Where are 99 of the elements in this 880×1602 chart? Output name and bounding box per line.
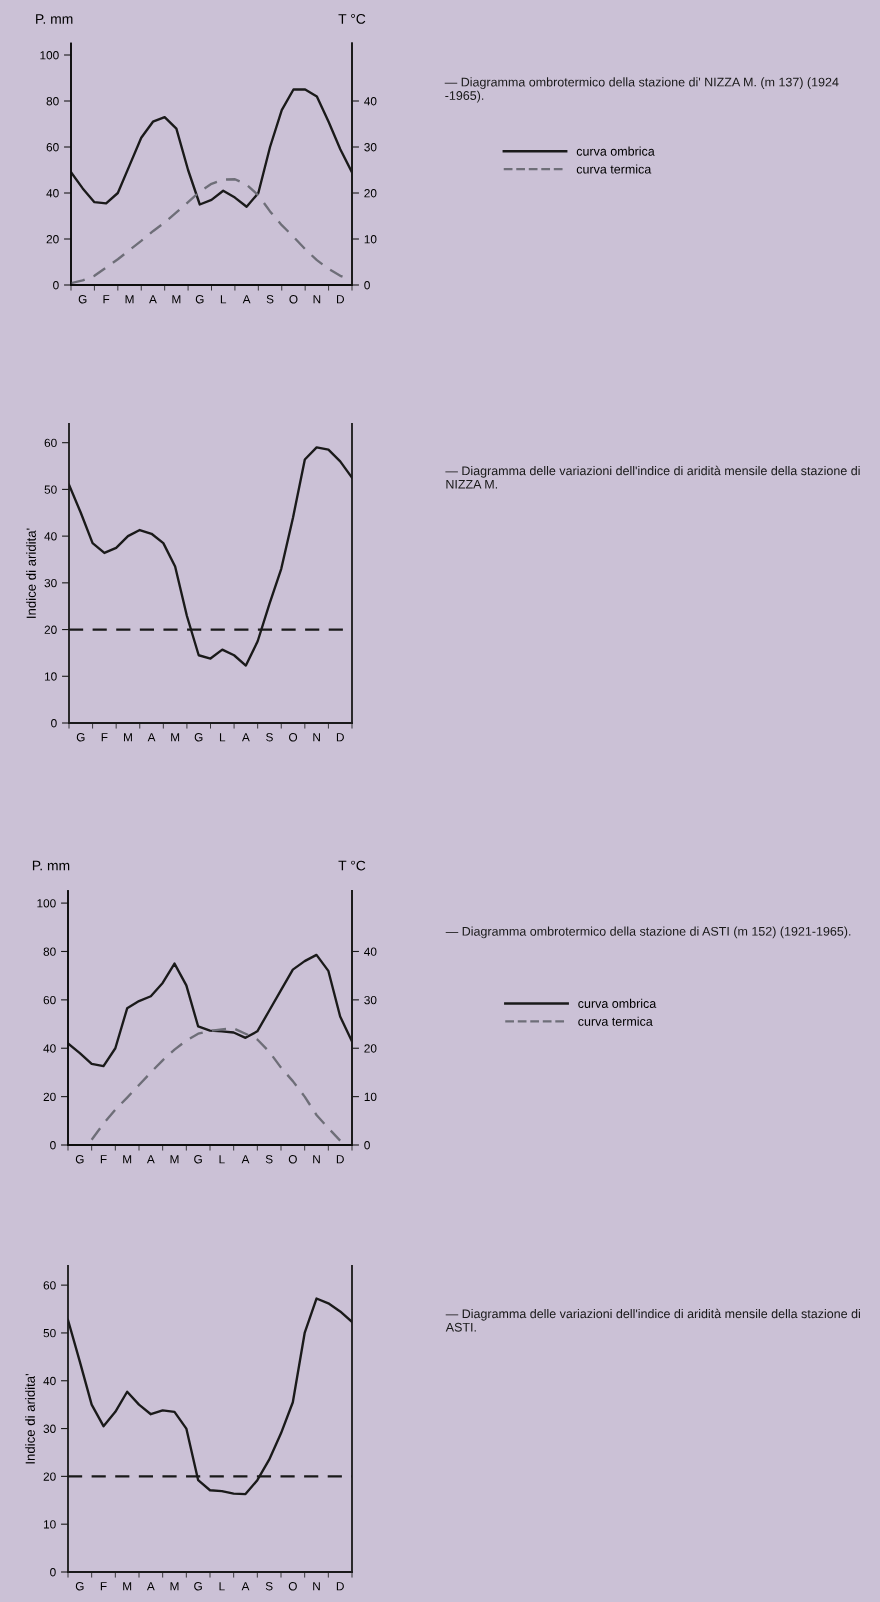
legend-label: curva ombrica bbox=[578, 998, 657, 1008]
x-tick-label: L bbox=[219, 1155, 225, 1164]
y-tick-label: 20 bbox=[44, 625, 57, 634]
x-tick-label: S bbox=[265, 1582, 273, 1591]
x-tick-label: N bbox=[313, 1155, 320, 1164]
x-tick-label: F bbox=[100, 1582, 107, 1591]
legend-label: curva termica bbox=[576, 164, 652, 174]
y-tick-label: 60 bbox=[46, 143, 59, 152]
x-tick-label: A bbox=[149, 295, 157, 304]
y-tick-label: 60 bbox=[43, 995, 56, 1005]
y2-axis-title: T °C bbox=[338, 14, 366, 24]
y2-tick-label: 40 bbox=[364, 947, 377, 956]
x-tick-label: L bbox=[219, 733, 226, 742]
x-tick-label: A bbox=[147, 733, 156, 742]
legend-label: curva termica bbox=[578, 1016, 653, 1026]
y-tick-label: 0 bbox=[50, 1568, 56, 1577]
x-tick-label: S bbox=[266, 295, 274, 304]
x-tick-label: A bbox=[241, 733, 250, 742]
x-tick-label: A bbox=[241, 1582, 250, 1591]
x-tick-label: M bbox=[124, 733, 132, 742]
x-tick-label: F bbox=[101, 733, 108, 742]
y-tick-label: 10 bbox=[43, 1520, 56, 1529]
y-tick-label: 0 bbox=[53, 281, 59, 290]
y-axis-title: P. mm bbox=[32, 860, 70, 871]
y2-axis-title: T °C bbox=[338, 860, 366, 871]
x-tick-label: N bbox=[313, 733, 320, 742]
x-tick-label: G bbox=[75, 1155, 84, 1164]
y-tick-label: 40 bbox=[43, 1044, 56, 1053]
y2-tick-label: 10 bbox=[364, 1092, 377, 1102]
y-tick-label: 100 bbox=[37, 899, 56, 908]
x-tick-label: F bbox=[103, 295, 110, 304]
y-tick-label: 80 bbox=[43, 947, 56, 956]
x-tick-label: G bbox=[78, 295, 87, 304]
y-tick-label: 20 bbox=[43, 1092, 56, 1102]
x-tick-label: M bbox=[123, 1582, 132, 1591]
x-tick-label: G bbox=[76, 733, 85, 742]
x-tick-label: M bbox=[170, 1155, 179, 1164]
y-tick-label: 10 bbox=[44, 672, 57, 681]
y-tick-label: 80 bbox=[46, 97, 59, 106]
y2-tick-label: 30 bbox=[364, 143, 377, 152]
x-tick-label: S bbox=[265, 1155, 273, 1164]
legend-label: curva ombrica bbox=[576, 146, 655, 156]
x-tick-label: S bbox=[266, 733, 273, 742]
y-tick-label: 100 bbox=[40, 51, 59, 60]
y-axis-title: Indice di aridita' bbox=[25, 1374, 35, 1464]
x-tick-label: O bbox=[288, 1155, 297, 1164]
x-tick-label: M bbox=[170, 1582, 179, 1591]
y-tick-label: 0 bbox=[51, 719, 57, 728]
y2-tick-label: 0 bbox=[364, 281, 370, 290]
x-tick-label: G bbox=[194, 1155, 202, 1164]
x-tick-label: D bbox=[337, 295, 344, 304]
x-tick-label: M bbox=[125, 295, 134, 304]
x-tick-label: M bbox=[172, 295, 181, 304]
x-tick-label: D bbox=[336, 1155, 344, 1164]
x-tick-label: D bbox=[336, 733, 344, 742]
y-tick-label: 60 bbox=[43, 1281, 56, 1290]
y-tick-label: 40 bbox=[46, 189, 59, 198]
y-tick-label: 0 bbox=[50, 1141, 56, 1150]
text: — Diagramma delle variazioni dell'indice di aridità mensile della stazione di NIZZA M. bbox=[445, 465, 860, 489]
x-tick-label: M bbox=[123, 1155, 132, 1164]
x-tick-label: G bbox=[75, 1582, 84, 1591]
x-tick-label: G bbox=[194, 1582, 202, 1591]
x-tick-label: N bbox=[313, 295, 321, 304]
y-tick-label: 30 bbox=[44, 578, 57, 588]
x-tick-label: O bbox=[289, 295, 298, 304]
y-tick-label: 40 bbox=[43, 1376, 56, 1386]
y-tick-label: 50 bbox=[44, 485, 57, 494]
y-tick-label: 20 bbox=[43, 1472, 56, 1481]
x-tick-label: F bbox=[100, 1155, 107, 1164]
x-tick-label: G bbox=[194, 733, 203, 742]
y-tick-label: 60 bbox=[44, 438, 57, 448]
text: — Diagramma ombrotermico della stazione di' NIZZA M. (m 137) (1924 -1965). bbox=[444, 77, 839, 103]
y2-tick-label: 30 bbox=[364, 995, 377, 1005]
x-tick-label: N bbox=[313, 1582, 320, 1591]
y2-tick-label: 20 bbox=[364, 1044, 377, 1053]
x-tick-label: M bbox=[171, 733, 180, 742]
y2-tick-label: 40 bbox=[364, 97, 377, 106]
x-tick-label: A bbox=[146, 1155, 155, 1164]
line-series bbox=[90, 1027, 342, 1142]
text: — Diagramma ombrotermico della stazione di ASTI (m 152) (1921-1965). bbox=[445, 926, 851, 939]
x-tick-label: O bbox=[288, 1582, 297, 1591]
x-tick-label: O bbox=[289, 733, 298, 742]
text: — Diagramma delle variazioni dell'indice di aridità mensile della stazione di ASTI. bbox=[445, 1308, 860, 1332]
y-axis-title: Indice di aridita' bbox=[26, 528, 36, 618]
y-tick-label: 40 bbox=[44, 532, 57, 541]
y-tick-label: 50 bbox=[43, 1328, 56, 1338]
x-tick-label: G bbox=[195, 295, 204, 304]
x-tick-label: A bbox=[242, 295, 251, 304]
y-axis-title: P. mm bbox=[36, 14, 73, 24]
y2-tick-label: 10 bbox=[364, 235, 377, 244]
y2-tick-label: 20 bbox=[364, 189, 377, 198]
x-tick-label: D bbox=[336, 1582, 344, 1591]
y-tick-label: 30 bbox=[43, 1424, 56, 1433]
x-tick-label: L bbox=[220, 295, 227, 304]
y2-tick-label: 0 bbox=[364, 1141, 370, 1150]
x-tick-label: A bbox=[146, 1582, 155, 1591]
y-tick-label: 20 bbox=[46, 235, 59, 244]
x-tick-label: L bbox=[219, 1582, 225, 1591]
x-tick-label: A bbox=[241, 1155, 250, 1164]
